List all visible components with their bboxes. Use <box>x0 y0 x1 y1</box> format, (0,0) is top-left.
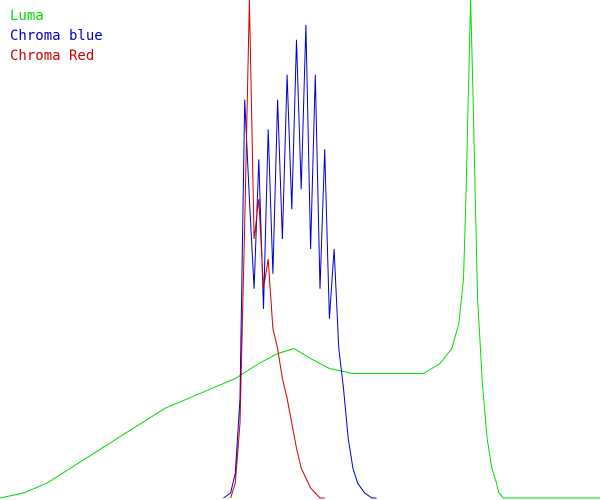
legend: Luma Chroma blue Chroma Red <box>10 6 103 66</box>
legend-item-chroma-red: Chroma Red <box>10 48 95 64</box>
series-line-chroma-blue <box>223 24 377 499</box>
legend-item-luma: Luma <box>10 8 44 24</box>
series-line-chroma-red <box>230 0 325 499</box>
legend-item-chroma-blue: Chroma blue <box>10 28 103 44</box>
